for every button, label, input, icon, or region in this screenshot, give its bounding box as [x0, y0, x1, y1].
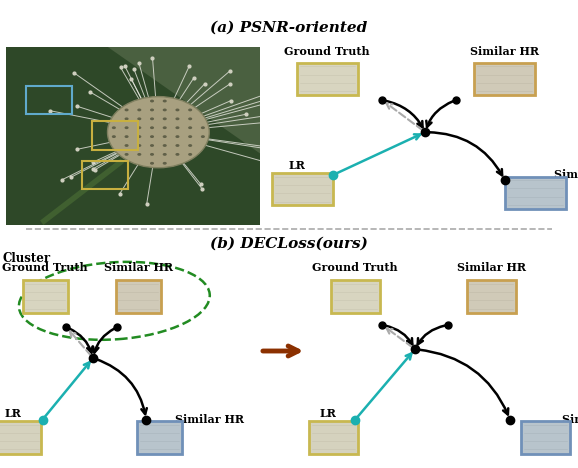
- Text: LR: LR: [320, 408, 336, 418]
- Circle shape: [175, 126, 180, 129]
- Circle shape: [201, 126, 205, 129]
- Circle shape: [150, 126, 154, 129]
- Text: LR: LR: [288, 160, 305, 171]
- Text: Similar HR: Similar HR: [457, 263, 525, 273]
- Bar: [309, 421, 358, 453]
- Circle shape: [188, 109, 192, 111]
- Text: Similar HR: Similar HR: [562, 414, 578, 425]
- Bar: [272, 173, 334, 205]
- Text: Similar HR: Similar HR: [470, 46, 539, 58]
- Circle shape: [175, 144, 180, 147]
- Circle shape: [150, 100, 154, 102]
- Circle shape: [150, 153, 154, 156]
- Circle shape: [162, 126, 167, 129]
- Circle shape: [150, 144, 154, 147]
- Text: LR: LR: [5, 408, 22, 418]
- Bar: [297, 63, 358, 95]
- Bar: [0, 421, 41, 453]
- Circle shape: [137, 109, 142, 111]
- Circle shape: [201, 135, 205, 138]
- Circle shape: [124, 153, 129, 156]
- Circle shape: [124, 135, 129, 138]
- Bar: [331, 280, 380, 313]
- Circle shape: [175, 135, 180, 138]
- Circle shape: [188, 153, 192, 156]
- Circle shape: [108, 96, 209, 168]
- Circle shape: [150, 109, 154, 111]
- Circle shape: [124, 126, 129, 129]
- Bar: [82, 161, 128, 189]
- Circle shape: [150, 162, 154, 165]
- Text: Similar HR: Similar HR: [104, 263, 173, 273]
- Circle shape: [175, 153, 180, 156]
- Circle shape: [162, 135, 167, 138]
- Circle shape: [150, 135, 154, 138]
- Circle shape: [137, 135, 142, 138]
- Text: Similar HR: Similar HR: [176, 414, 244, 425]
- Circle shape: [162, 109, 167, 111]
- Text: Ground Truth: Ground Truth: [313, 263, 398, 273]
- Circle shape: [112, 126, 116, 129]
- Bar: [505, 176, 566, 209]
- Text: Ground Truth: Ground Truth: [284, 46, 370, 58]
- Bar: [474, 63, 535, 95]
- Circle shape: [175, 109, 180, 111]
- Circle shape: [162, 153, 167, 156]
- Circle shape: [162, 162, 167, 165]
- Circle shape: [137, 117, 142, 120]
- Text: Similar HR: Similar HR: [554, 169, 578, 180]
- Circle shape: [162, 100, 167, 102]
- Bar: [23, 280, 68, 313]
- Circle shape: [175, 117, 180, 120]
- Circle shape: [188, 117, 192, 120]
- Text: Cluster: Cluster: [3, 252, 51, 265]
- Circle shape: [137, 153, 142, 156]
- Polygon shape: [108, 47, 260, 154]
- Circle shape: [188, 126, 192, 129]
- Bar: [521, 421, 570, 453]
- Circle shape: [112, 135, 116, 138]
- Circle shape: [188, 144, 192, 147]
- Circle shape: [124, 109, 129, 111]
- Text: (b) DECLoss(ours): (b) DECLoss(ours): [210, 236, 368, 250]
- Text: Ground Truth: Ground Truth: [2, 263, 88, 273]
- Circle shape: [188, 135, 192, 138]
- Circle shape: [137, 144, 142, 147]
- Text: (a) PSNR-oriented: (a) PSNR-oriented: [210, 21, 368, 35]
- Circle shape: [150, 117, 154, 120]
- Circle shape: [162, 144, 167, 147]
- Circle shape: [162, 117, 167, 120]
- Bar: [137, 421, 182, 453]
- Bar: [26, 86, 72, 114]
- Bar: [466, 280, 516, 313]
- Circle shape: [124, 117, 129, 120]
- Bar: [92, 122, 138, 150]
- Circle shape: [137, 126, 142, 129]
- Bar: [116, 280, 161, 313]
- Circle shape: [124, 144, 129, 147]
